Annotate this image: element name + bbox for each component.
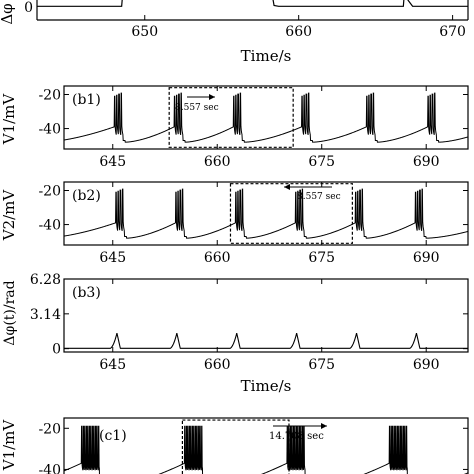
panel-c1-frame <box>63 417 469 474</box>
panel-b2-arrow-head <box>284 184 290 190</box>
panel-b3: Δφ(t)/rad (b3) Time/s 645 660 675 690 0 3.14 6… <box>2 272 469 395</box>
panel-b1-xtick-label: 660 <box>204 154 231 170</box>
panel-b3-frame <box>63 278 469 353</box>
panel-b3-xlabel: Time/s <box>241 377 292 395</box>
panel-b3-ylabel: Δφ(t)/rad <box>2 280 18 345</box>
panel-b3-xtick-label: 675 <box>308 357 335 373</box>
panel-b1-label: (b1) <box>72 92 101 108</box>
panel-b1-xtick-label: 645 <box>99 154 126 170</box>
panel-b1-series-line <box>63 92 469 143</box>
panel-a: Δφ 0 Time/s 650 660 670 <box>0 0 469 65</box>
panel-b2: V2/mV (b2) 8.557 sec 645 660 675 690 -20 -40 <box>0 181 469 266</box>
panel-c1-dashed-box <box>181 419 290 474</box>
panel-b2-ytick-label: -40 <box>38 218 61 234</box>
panel-b3-series-line <box>64 333 468 349</box>
panel-b2-label: (b2) <box>72 188 101 204</box>
panel-b1-ytick-label: -20 <box>38 88 61 104</box>
panel-c1-series-line <box>63 425 469 474</box>
panel-a-xtick-label: 660 <box>285 24 312 40</box>
panel-b1-annotation: 8.557 sec <box>175 103 219 113</box>
panel-a-series-line <box>37 0 468 7</box>
panel-b3-xtick-label: 645 <box>99 357 126 373</box>
panel-b2-series-line <box>63 188 469 239</box>
panel-b1-ytick-label: -40 <box>38 122 61 138</box>
panel-c1-ytick-label: -40 <box>38 462 61 474</box>
panel-b3-xtick-label: 690 <box>413 357 440 373</box>
panel-b2-ytick-label: -20 <box>38 184 61 200</box>
panel-b3-label: (b3) <box>72 285 101 301</box>
panel-b1-ylabel: V1/mV <box>0 93 18 146</box>
panel-b1-frame <box>63 85 469 150</box>
panel-b2-dashed-box <box>229 183 353 244</box>
panel-a-ylabel: Δφ <box>0 3 16 24</box>
panel-a-xlabel: Time/s <box>241 47 292 65</box>
panel-b1-xtick-label: 675 <box>308 154 335 170</box>
panel-b3-ytick-label: 0 <box>52 342 61 358</box>
panel-a-xtick-label: 670 <box>439 24 466 40</box>
panel-b1: V1/mV (b1) 8.557 sec 645 660 675 690 -20 -40 <box>0 85 469 170</box>
panel-b1-arrow-head <box>209 94 215 100</box>
panel-b1-xtick-label: 690 <box>413 154 440 170</box>
panel-b3-ytick-label: 6.28 <box>30 272 61 288</box>
panel-b2-xtick-label: 660 <box>204 250 231 266</box>
panel-b2-ylabel: V2/mV <box>0 189 18 242</box>
panel-b2-xtick-label: 645 <box>99 250 126 266</box>
panel-b1-dashed-box <box>168 87 294 148</box>
panel-b2-xtick-label: 690 <box>413 250 440 266</box>
panel-c1-ytick-label: -20 <box>38 421 61 437</box>
panel-b2-annotation: 8.557 sec <box>297 192 341 202</box>
panel-a-ytick-0: 0 <box>24 0 33 16</box>
panel-c1-ylabel: V1/mV <box>0 419 18 472</box>
panel-b3-xtick-label: 660 <box>204 357 231 373</box>
panel-b2-frame <box>63 181 469 246</box>
panel-c1: V1/mV (c1) 14.708 sec -20-40 <box>0 417 469 474</box>
panel-a-xtick-label: 650 <box>131 24 158 40</box>
panel-c1-label: (c1) <box>99 428 127 444</box>
panel-b3-ytick-label: 3.14 <box>30 307 61 323</box>
panel-b2-xtick-label: 675 <box>308 250 335 266</box>
panel-c1-arrow-head <box>321 423 327 429</box>
